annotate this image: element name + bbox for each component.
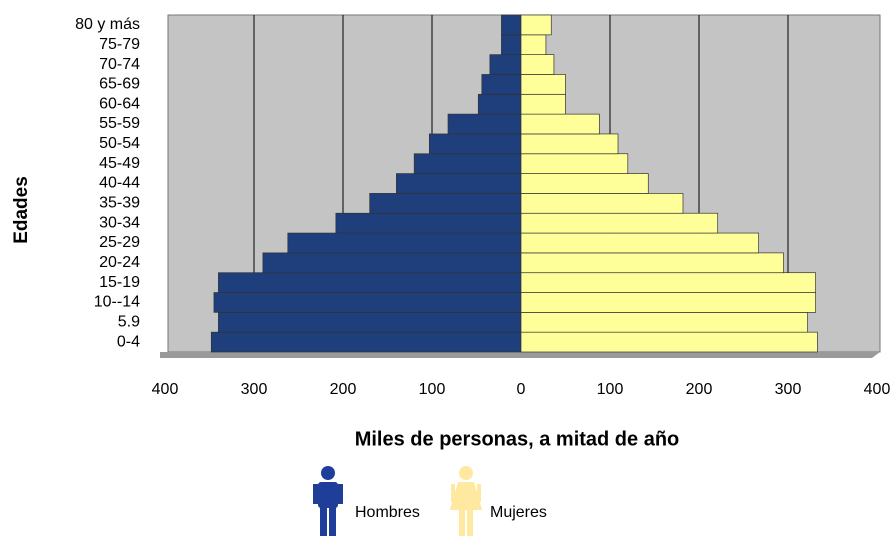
bar [520,193,684,214]
y-tick-label: 70-74 [99,56,140,73]
x-tick-label: 200 [686,381,713,398]
bar [481,74,522,95]
bar [520,312,808,333]
bar [520,272,816,293]
x-tick-label: 100 [419,381,446,398]
x-tick-label: 100 [597,381,624,398]
y-tick-label: 80 y más [75,16,140,33]
bar [213,292,522,313]
legend-label: Hombres [355,504,420,521]
bar [520,153,629,174]
bar [520,331,818,353]
y-tick-label: 75-79 [99,36,140,53]
bar [218,272,522,293]
bar [501,34,522,55]
bar [287,232,522,254]
x-tick-label: 300 [241,381,268,398]
bar [520,93,566,115]
bar [489,54,522,75]
bar [520,133,619,155]
bar [218,312,522,333]
bar [335,212,522,234]
y-tick-label: 25-29 [99,234,140,251]
x-axis-title: Miles de personas, a mitad de año [355,428,680,450]
bar [210,331,522,353]
legend-icon-men [313,466,343,536]
y-tick-label: 60-64 [99,95,140,112]
y-tick-label: 5.9 [118,313,140,330]
floor [160,352,880,358]
bar [520,34,547,55]
x-tick-label: 0 [517,381,526,398]
bar [520,54,555,75]
x-tick-label: 300 [775,381,802,398]
bar [396,173,522,194]
y-tick-label: 15-19 [99,274,140,291]
bar [428,133,522,155]
y-tick-label: 30-34 [99,214,140,231]
bar [520,232,759,254]
y-tick-label: 35-39 [99,195,140,212]
y-tick-label: 20-24 [99,254,140,271]
y-tick-label: 40-44 [99,175,140,192]
bar [520,212,719,234]
y-tick-label: 10--14 [94,294,140,311]
legend-icon-women [450,466,482,536]
bar [520,113,600,135]
y-tick-label: 50-54 [99,135,140,152]
legend-label: Mujeres [490,504,547,521]
x-tick-label: 400 [864,381,891,398]
bar [520,173,649,194]
bar [477,93,522,115]
bar [369,193,522,214]
bar [520,292,816,313]
bar [520,252,784,274]
y-tick-label: 45-49 [99,155,140,172]
y-tick-label: 55-59 [99,115,140,132]
x-tick-label: 400 [152,381,179,398]
x-tick-label: 200 [330,381,357,398]
y-tick-label: 65-69 [99,76,140,93]
bar [501,14,522,36]
y-tick-label: 0-4 [117,333,140,350]
y-axis-title: Edades [11,176,32,244]
bar [413,153,522,174]
bar [262,252,522,274]
bar [447,113,522,135]
bar [520,74,566,95]
bar [520,14,552,36]
